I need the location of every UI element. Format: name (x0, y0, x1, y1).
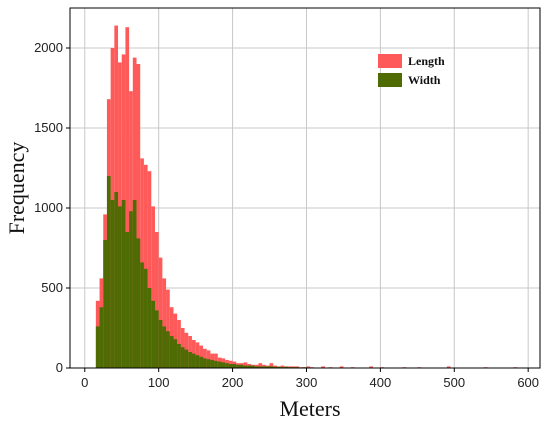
y-tick-label: 1500 (34, 120, 63, 135)
x-tick-label: 400 (370, 375, 392, 390)
histogram-bar-length (154, 232, 159, 368)
histogram-bar-width (158, 320, 163, 368)
histogram-bar-width (195, 355, 200, 368)
histogram-bar-width (217, 361, 222, 368)
histogram-bar-length (280, 365, 285, 368)
histogram-bar-width (228, 364, 233, 368)
histogram-bar-width (166, 331, 170, 368)
histogram-bar-width (132, 200, 137, 368)
histogram-bar-width (118, 206, 122, 368)
x-tick-label: 100 (148, 375, 170, 390)
histogram-bar-width (210, 360, 215, 368)
histogram-bar-width (206, 359, 211, 368)
histogram-bar-width (247, 365, 252, 368)
y-tick-label: 1000 (34, 200, 63, 215)
histogram-bar-length (269, 363, 274, 368)
histogram-bar-length (136, 64, 141, 368)
histogram-bar-length (125, 27, 130, 368)
histogram-bar-width (121, 200, 126, 368)
histogram-bar-width (273, 366, 277, 368)
histogram-bar-length (151, 206, 155, 368)
x-tick-label: 600 (517, 375, 539, 390)
histogram-bar-width (239, 364, 244, 368)
histogram-bar-width (106, 176, 111, 368)
histogram-bar-length (243, 362, 248, 368)
histogram-bar-length (147, 171, 152, 368)
histogram-bar-width (103, 240, 107, 368)
histogram-bar-length (369, 366, 373, 368)
x-axis-label: Meters (279, 396, 340, 421)
y-tick-label: 2000 (34, 40, 63, 55)
histogram-bar-width (265, 366, 270, 368)
histogram-bar-width (284, 366, 289, 368)
histogram-bar-width (236, 364, 240, 368)
histogram-bar-width (214, 360, 218, 368)
y-tick-label: 0 (56, 360, 63, 375)
histogram-bar-width (169, 336, 174, 368)
histogram-bar-width (191, 353, 196, 368)
histogram-bar-length (143, 164, 148, 368)
histogram-bar-width (251, 365, 255, 368)
histogram-bar-length (339, 366, 344, 368)
histogram-bar-width (143, 268, 148, 368)
histogram-bar-length (321, 366, 325, 368)
histogram-bar-length (306, 366, 311, 368)
histogram-bar-width (203, 358, 207, 368)
histogram-bar-width (232, 364, 237, 368)
histogram-bar-width (95, 326, 100, 368)
y-tick-labels: 0 500 1000 1500 2000 (34, 40, 63, 375)
histogram-bar-width (147, 288, 152, 368)
plot-frame (69, 7, 541, 369)
histogram-bar-width (162, 326, 167, 368)
legend-swatch-width (378, 73, 402, 87)
x-tick-label: 0 (81, 375, 88, 390)
x-tick-label: 200 (222, 375, 244, 390)
legend-label-width: Width (408, 73, 441, 87)
histogram-bar-length (158, 257, 163, 368)
histogram-bar-width (199, 356, 204, 368)
histogram-bar-width (221, 362, 226, 368)
histogram-bar-width (114, 192, 119, 368)
histogram-bar-width (151, 300, 155, 368)
histogram-bar-length (166, 289, 170, 368)
histogram-bar-width (254, 366, 259, 368)
histogram-bar-width (125, 232, 130, 368)
histogram-bar-width (177, 344, 181, 368)
histogram-bar-width (110, 200, 115, 368)
histogram-bar-width (258, 366, 263, 368)
histogram-bar-width (136, 238, 141, 368)
histogram-bar-length (446, 366, 451, 368)
histogram-bar-width (243, 365, 248, 368)
x-tick-label: 500 (443, 375, 465, 390)
series-width (95, 176, 340, 368)
histogram-bar-width (129, 211, 133, 368)
histogram-bar-width (188, 352, 192, 368)
histogram-bar-width (154, 310, 159, 368)
histogram-bar-length (162, 278, 167, 368)
x-tick-label: 300 (296, 375, 318, 390)
histogram-bar-width (276, 366, 281, 368)
histogram-bar-length (258, 363, 263, 368)
histogram-bar-width (269, 366, 274, 368)
x-tick-labels: 0 100 200 300 400 500 600 (81, 375, 539, 390)
histogram-bar-width (184, 349, 189, 368)
y-tick-label: 500 (41, 280, 63, 295)
legend-swatch-length (378, 54, 402, 68)
histogram-bar-width (99, 307, 104, 368)
histogram-bar-width (225, 363, 229, 368)
histogram-bar-width (140, 262, 144, 368)
y-axis-label: Frequency (4, 142, 29, 235)
histogram-bar-width (173, 339, 178, 368)
legend-label-length: Length (408, 54, 445, 68)
histogram-bar-width (180, 347, 185, 368)
histogram-bar-width (262, 366, 266, 368)
legend: Length Width (378, 54, 445, 87)
